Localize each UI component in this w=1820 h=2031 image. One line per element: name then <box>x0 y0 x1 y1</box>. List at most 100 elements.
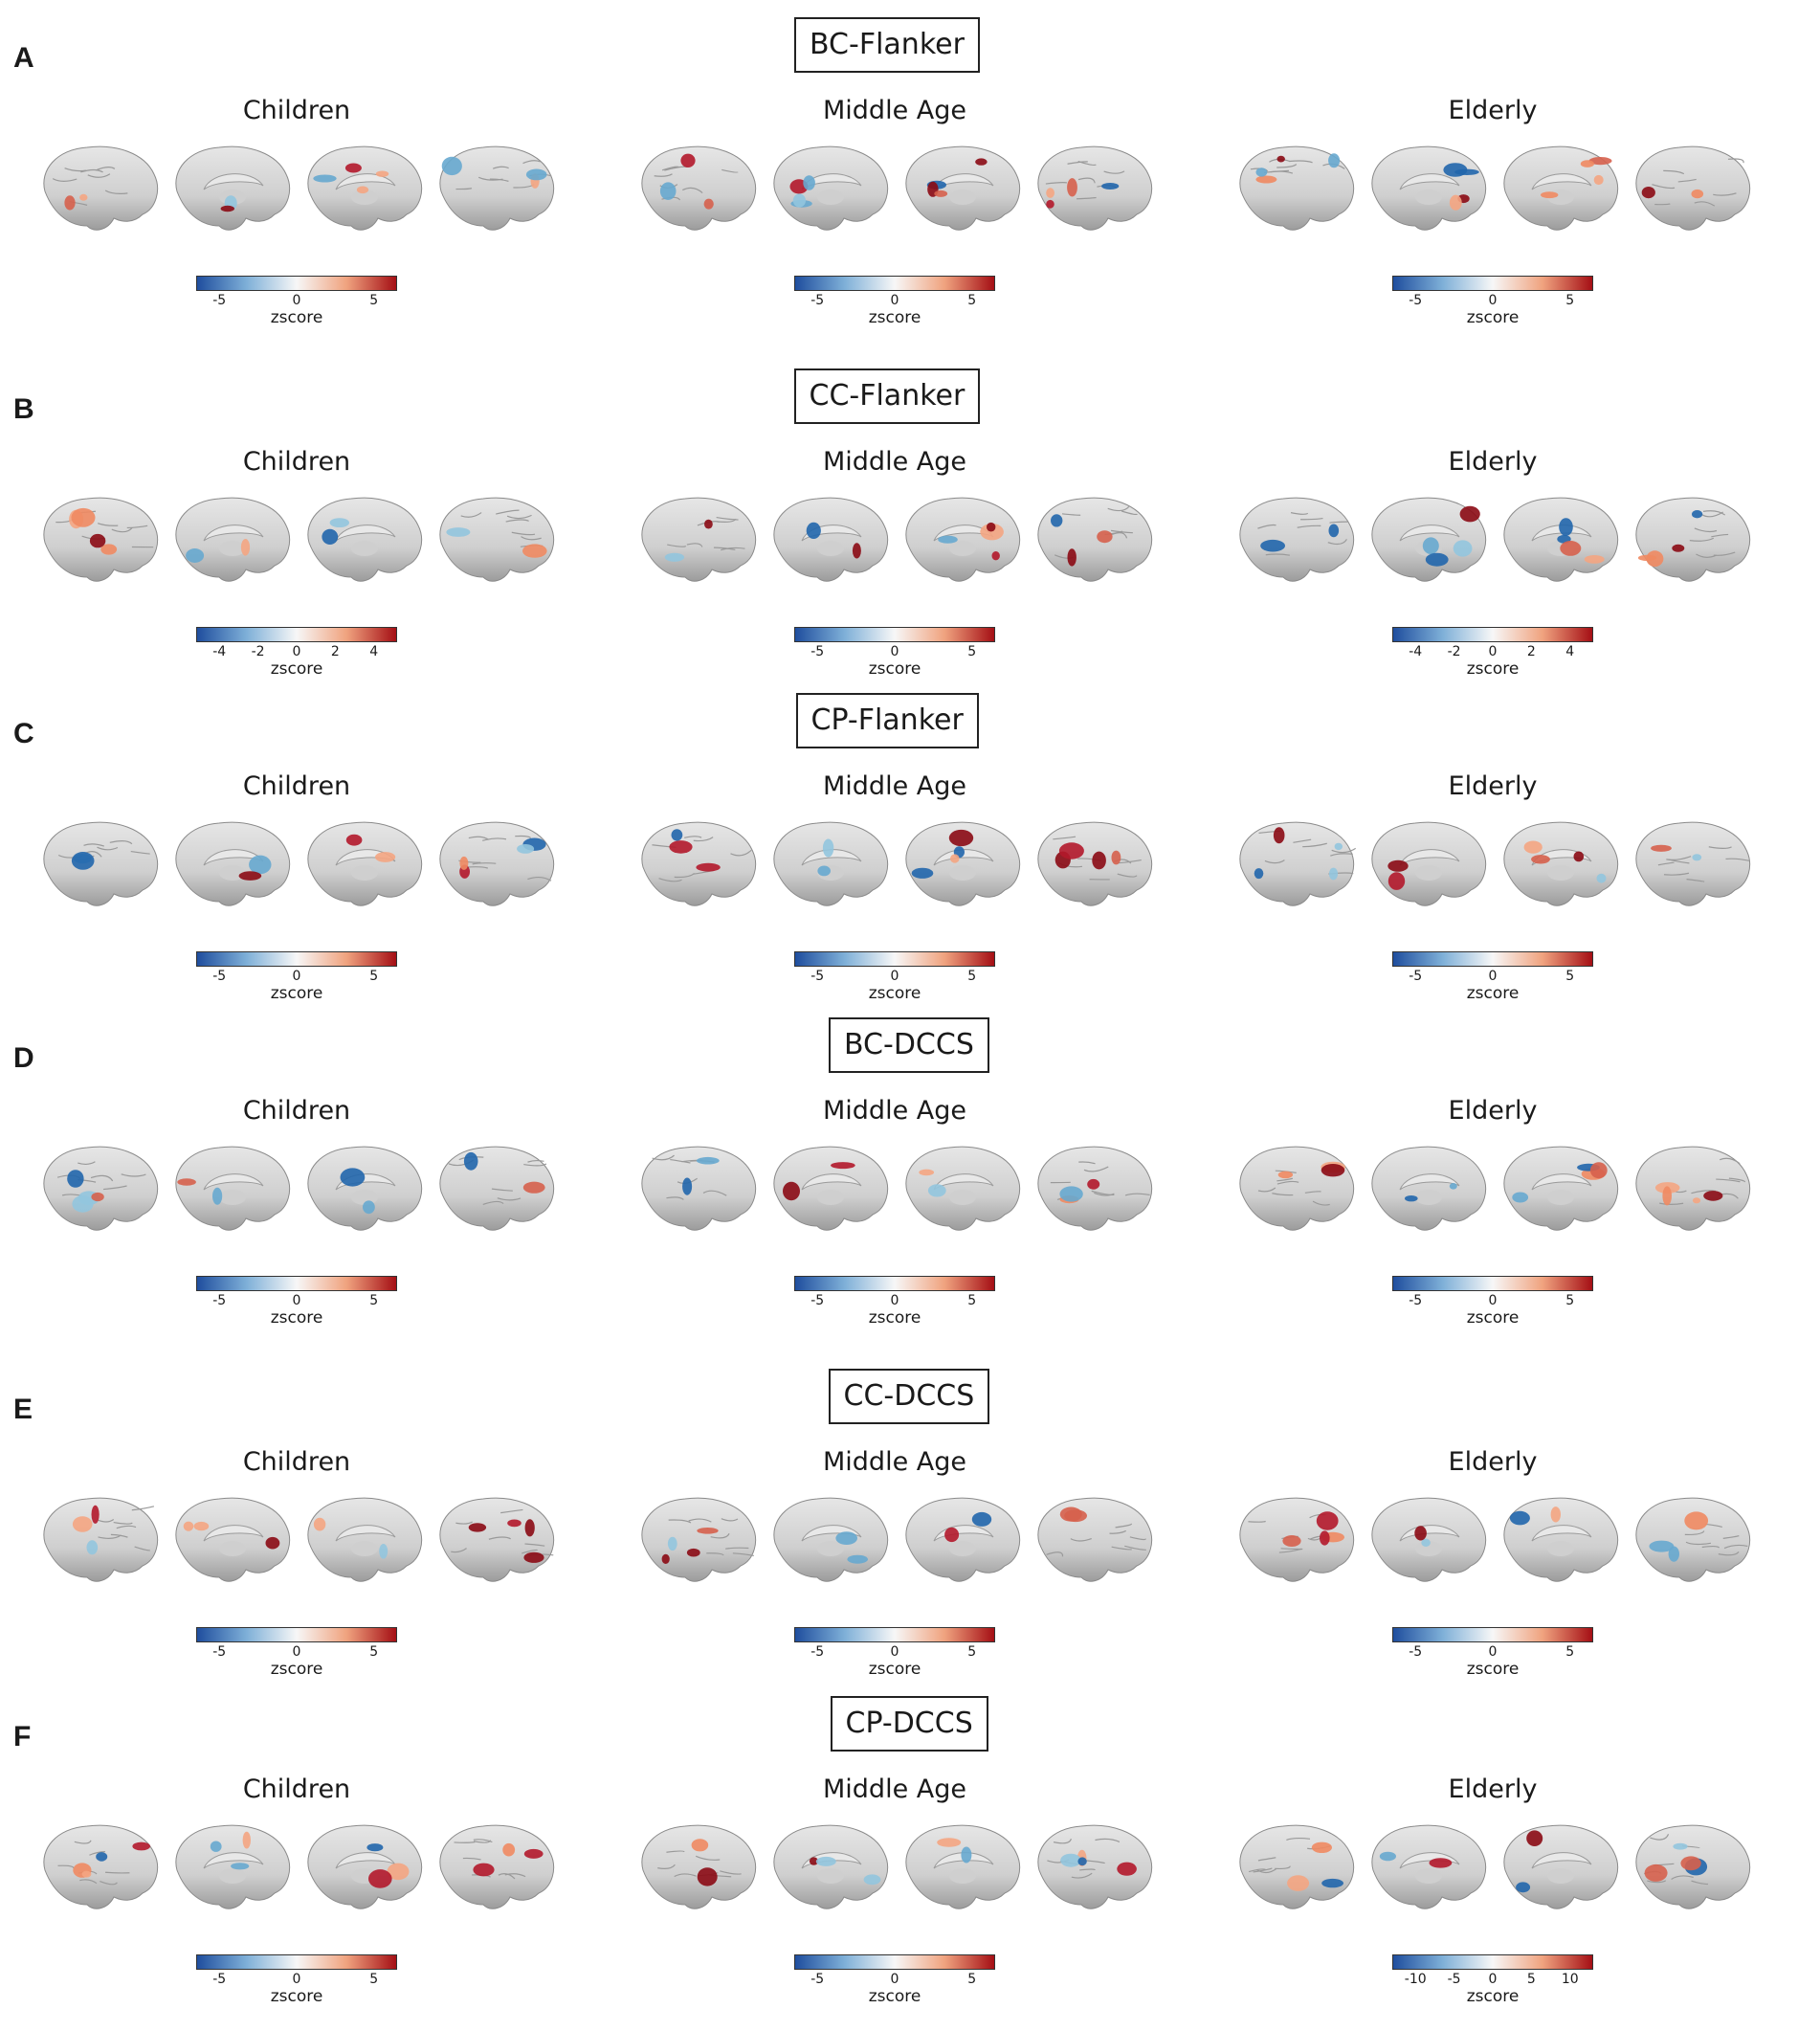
colorbar-tick-label: -5 <box>212 969 227 984</box>
colorbar-tick-label: 5 <box>1565 293 1575 308</box>
medial-brain-view <box>175 497 290 582</box>
colorbar-tick-label: 0 <box>292 644 301 659</box>
panel-letter: F <box>13 1721 32 1752</box>
lateral-brain-view <box>439 497 554 582</box>
colorbar-tick-label: -5 <box>1409 293 1423 308</box>
colorbar <box>1392 1276 1593 1291</box>
medial-brain-view <box>1371 145 1486 231</box>
colorbar-tick-label: 4 <box>1565 644 1575 659</box>
medial-brain-view <box>905 1824 1020 1909</box>
medial-brain-view <box>1503 145 1618 231</box>
colorbar <box>196 1954 397 1970</box>
lateral-brain-view <box>1037 1824 1152 1909</box>
colorbar <box>196 1276 397 1291</box>
lateral-brain-view <box>439 145 554 231</box>
colorbar <box>196 1627 397 1642</box>
lateral-brain-view <box>641 497 756 582</box>
lateral-brain-view <box>1239 1824 1354 1909</box>
colorbar-tick-label: 10 <box>1561 1972 1579 1987</box>
colorbar-tick-label: 5 <box>1565 1644 1575 1660</box>
medial-brain-view <box>1371 1497 1486 1582</box>
panel-title: BC-Flanker <box>794 17 980 73</box>
colorbar-tick-label: 0 <box>1488 1293 1498 1308</box>
brain-surface-maps <box>43 145 554 231</box>
colorbar-tick-label: 5 <box>1526 1972 1536 1987</box>
colorbar <box>794 1954 995 1970</box>
panel-b: B CC-Flanker Children -4 -2 0 2 4 zscore Middle A… <box>0 368 1820 703</box>
medial-brain-view <box>1371 497 1486 582</box>
lateral-brain-view <box>641 1824 756 1909</box>
age-group-label: Children <box>242 1096 351 1126</box>
colorbar-label: zscore <box>868 1987 921 2006</box>
medial-brain-view <box>773 497 888 582</box>
lateral-brain-view <box>1239 497 1354 582</box>
colorbar-label: zscore <box>868 659 921 679</box>
colorbar <box>794 1627 995 1642</box>
panel-title: CC-Flanker <box>793 368 981 424</box>
colorbar-tick-label: -5 <box>1409 1644 1423 1660</box>
colorbar-tick-label: 0 <box>890 293 899 308</box>
colorbar-tick-label: 5 <box>369 1972 379 1987</box>
lateral-brain-view <box>1037 497 1152 582</box>
colorbar-tick-label: 5 <box>369 293 379 308</box>
colorbar-tick-label: 5 <box>967 1293 977 1308</box>
colorbar-label: zscore <box>1466 1308 1520 1328</box>
colorbar-tick-label: 5 <box>967 644 977 659</box>
colorbar-label: zscore <box>270 1660 323 1679</box>
colorbar <box>196 627 397 642</box>
medial-brain-view <box>307 145 422 231</box>
medial-brain-view <box>773 1497 888 1582</box>
lateral-brain-view <box>1635 1497 1750 1582</box>
medial-brain-view <box>773 145 888 231</box>
colorbar-tick-label: 0 <box>292 969 301 984</box>
colorbar-tick-label: 0 <box>890 644 899 659</box>
colorbar-label: zscore <box>270 308 323 327</box>
brain-surface-maps <box>43 1497 554 1582</box>
colorbar-label: zscore <box>868 984 921 1003</box>
brain-surface-maps <box>1239 1824 1750 1909</box>
medial-brain-view <box>175 1146 290 1231</box>
age-group-label: Elderly <box>1448 1774 1538 1804</box>
medial-brain-view <box>175 1824 290 1909</box>
colorbar-tick-label: 0 <box>890 1293 899 1308</box>
lateral-brain-view <box>1037 145 1152 231</box>
lateral-brain-view <box>1239 1146 1354 1231</box>
medial-brain-view <box>905 497 1020 582</box>
brain-surface-maps <box>43 497 554 582</box>
lateral-brain-view <box>43 1824 158 1909</box>
lateral-brain-view <box>43 145 158 231</box>
colorbar-tick-label: -10 <box>1404 1972 1427 1987</box>
colorbar-tick-label: 0 <box>890 1644 899 1660</box>
panel-title: CC-DCCS <box>828 1369 990 1424</box>
medial-brain-view <box>1503 1824 1618 1909</box>
lateral-brain-view <box>1635 145 1750 231</box>
medial-brain-view <box>307 1146 422 1231</box>
brain-surface-maps <box>641 1497 1152 1582</box>
age-group-label: Children <box>242 447 351 477</box>
lateral-brain-view <box>439 1497 554 1582</box>
lateral-brain-view <box>641 145 756 231</box>
brain-surface-maps <box>43 1824 554 1909</box>
colorbar <box>1392 1954 1593 1970</box>
colorbar-label: zscore <box>270 1987 323 2006</box>
brain-surface-maps <box>641 1824 1152 1909</box>
lateral-brain-view <box>1037 1146 1152 1231</box>
colorbar-tick-label: -5 <box>212 293 227 308</box>
colorbar <box>794 276 995 291</box>
lateral-brain-view <box>1635 1824 1750 1909</box>
colorbar-tick-label: 0 <box>292 1293 301 1308</box>
colorbar-tick-label: -5 <box>1447 1972 1461 1987</box>
colorbar-tick-label: 0 <box>1488 644 1498 659</box>
lateral-brain-view <box>1239 145 1354 231</box>
lateral-brain-view <box>1037 821 1152 906</box>
panel-f: F CP-DCCS Children -5 0 5 zscore Middle Age -5 0 5… <box>0 1696 1820 2031</box>
panel-d: D BC-DCCS Children -5 0 5 zscore Middle Age -5 0 5… <box>0 1017 1820 1352</box>
age-group-label: Elderly <box>1448 1447 1538 1477</box>
colorbar-tick-label: -5 <box>1409 1293 1423 1308</box>
colorbar-tick-label: 5 <box>967 293 977 308</box>
colorbar-tick-label: -5 <box>212 1972 227 1987</box>
lateral-brain-view <box>1635 497 1750 582</box>
panel-title: CP-Flanker <box>795 693 979 748</box>
lateral-brain-view <box>641 1497 756 1582</box>
